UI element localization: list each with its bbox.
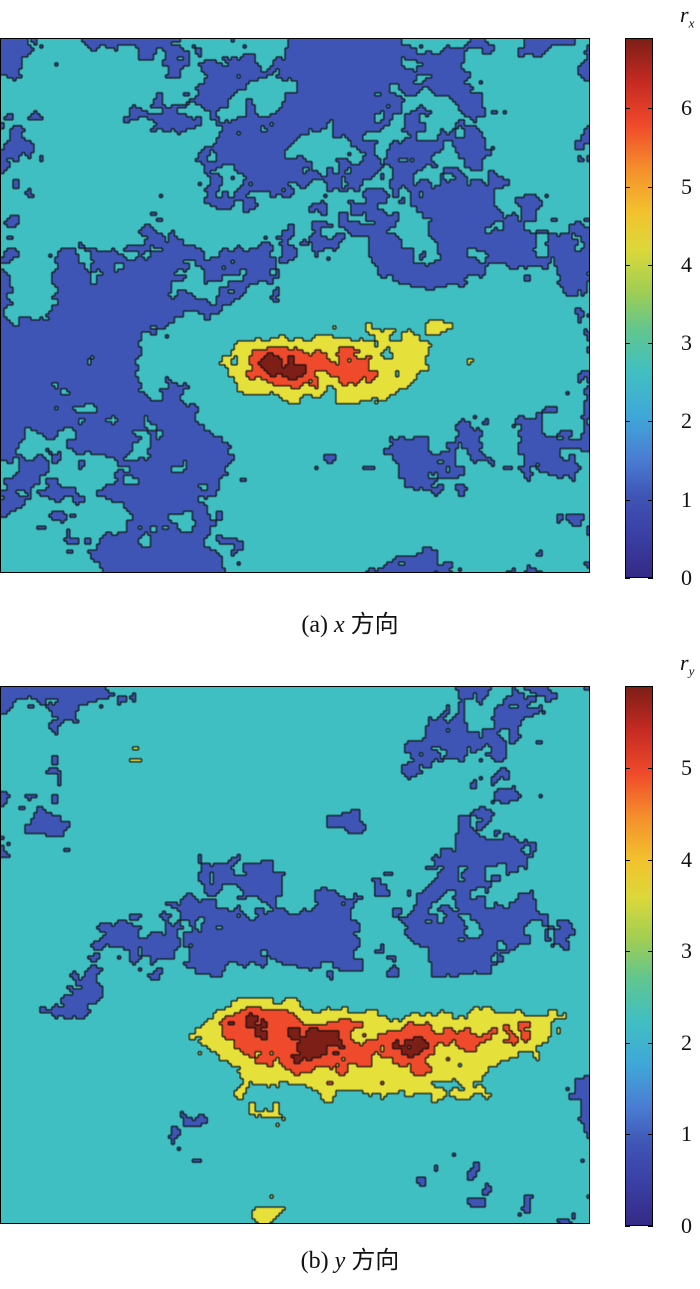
colorbar-tick-mark <box>648 1134 653 1136</box>
colorbar-tick-mark <box>625 768 630 770</box>
colorbar-tick-mark <box>625 186 630 188</box>
colorbar-tick-label: 3 <box>681 938 692 964</box>
colorbar-tick-label: 3 <box>681 330 692 356</box>
colorbar-tick-label: 1 <box>681 486 692 512</box>
colorbar-tick-mark <box>648 1226 653 1227</box>
colorbar-tick-mark <box>648 108 653 110</box>
figure-panel-b: ry 0 1 2 3 4 5 (b) y 方向 <box>0 644 700 1289</box>
contour-map-x <box>0 38 590 573</box>
colorbar-tick-label: 4 <box>681 846 692 872</box>
colorbar-tick-label: 1 <box>681 1121 692 1147</box>
colorbar-tick-mark <box>648 499 653 501</box>
colorbar-tick-mark <box>648 859 653 861</box>
colorbar-tick-mark <box>625 499 630 501</box>
contour-canvas-y <box>1 687 589 1223</box>
colorbar-tick-mark <box>625 578 630 579</box>
colorbar-title-x: rx <box>680 2 695 31</box>
colorbar-tick-mark <box>625 859 630 861</box>
colorbar-tick-label: 5 <box>681 755 692 781</box>
colorbar-title-y: ry <box>680 650 695 679</box>
colorbar-tick-mark <box>648 186 653 188</box>
colorbar-tick-mark <box>625 108 630 110</box>
figure-panel-a: rx 0 1 2 3 4 5 6 (a) x 方向 <box>0 0 700 644</box>
colorbar-tick-mark <box>625 1042 630 1044</box>
caption-b: (b) y 方向 <box>300 1246 400 1274</box>
colorbar-tick-mark <box>625 1226 630 1227</box>
colorbar-x <box>625 38 653 578</box>
colorbar-tick-label: 0 <box>681 565 692 590</box>
colorbar-tick-mark <box>648 421 653 423</box>
caption-a: (a) x 方向 <box>301 610 399 638</box>
colorbar-tick-mark <box>625 1134 630 1136</box>
colorbar-tick-label: 2 <box>681 408 692 434</box>
colorbar-tick-mark <box>625 951 630 953</box>
colorbar-tick-mark <box>648 578 653 579</box>
colorbar-tick-mark <box>648 1042 653 1044</box>
colorbar-tick-label: 4 <box>681 251 692 277</box>
colorbar-tick-mark <box>625 421 630 423</box>
colorbar-tick-mark <box>648 768 653 770</box>
colorbar-tick-label: 6 <box>681 95 692 121</box>
colorbar-y <box>625 686 653 1226</box>
colorbar-tick-mark <box>625 264 630 266</box>
colorbar-tick-label: 2 <box>681 1029 692 1055</box>
colorbar-tick-mark <box>648 951 653 953</box>
colorbar-tick-mark <box>648 343 653 345</box>
colorbar-tick-label: 5 <box>681 173 692 199</box>
contour-canvas-x <box>1 39 589 572</box>
colorbar-tick-mark <box>625 343 630 345</box>
colorbar-tick-mark <box>648 264 653 266</box>
colorbar-tick-label: 0 <box>681 1213 692 1238</box>
contour-map-y <box>0 686 590 1224</box>
